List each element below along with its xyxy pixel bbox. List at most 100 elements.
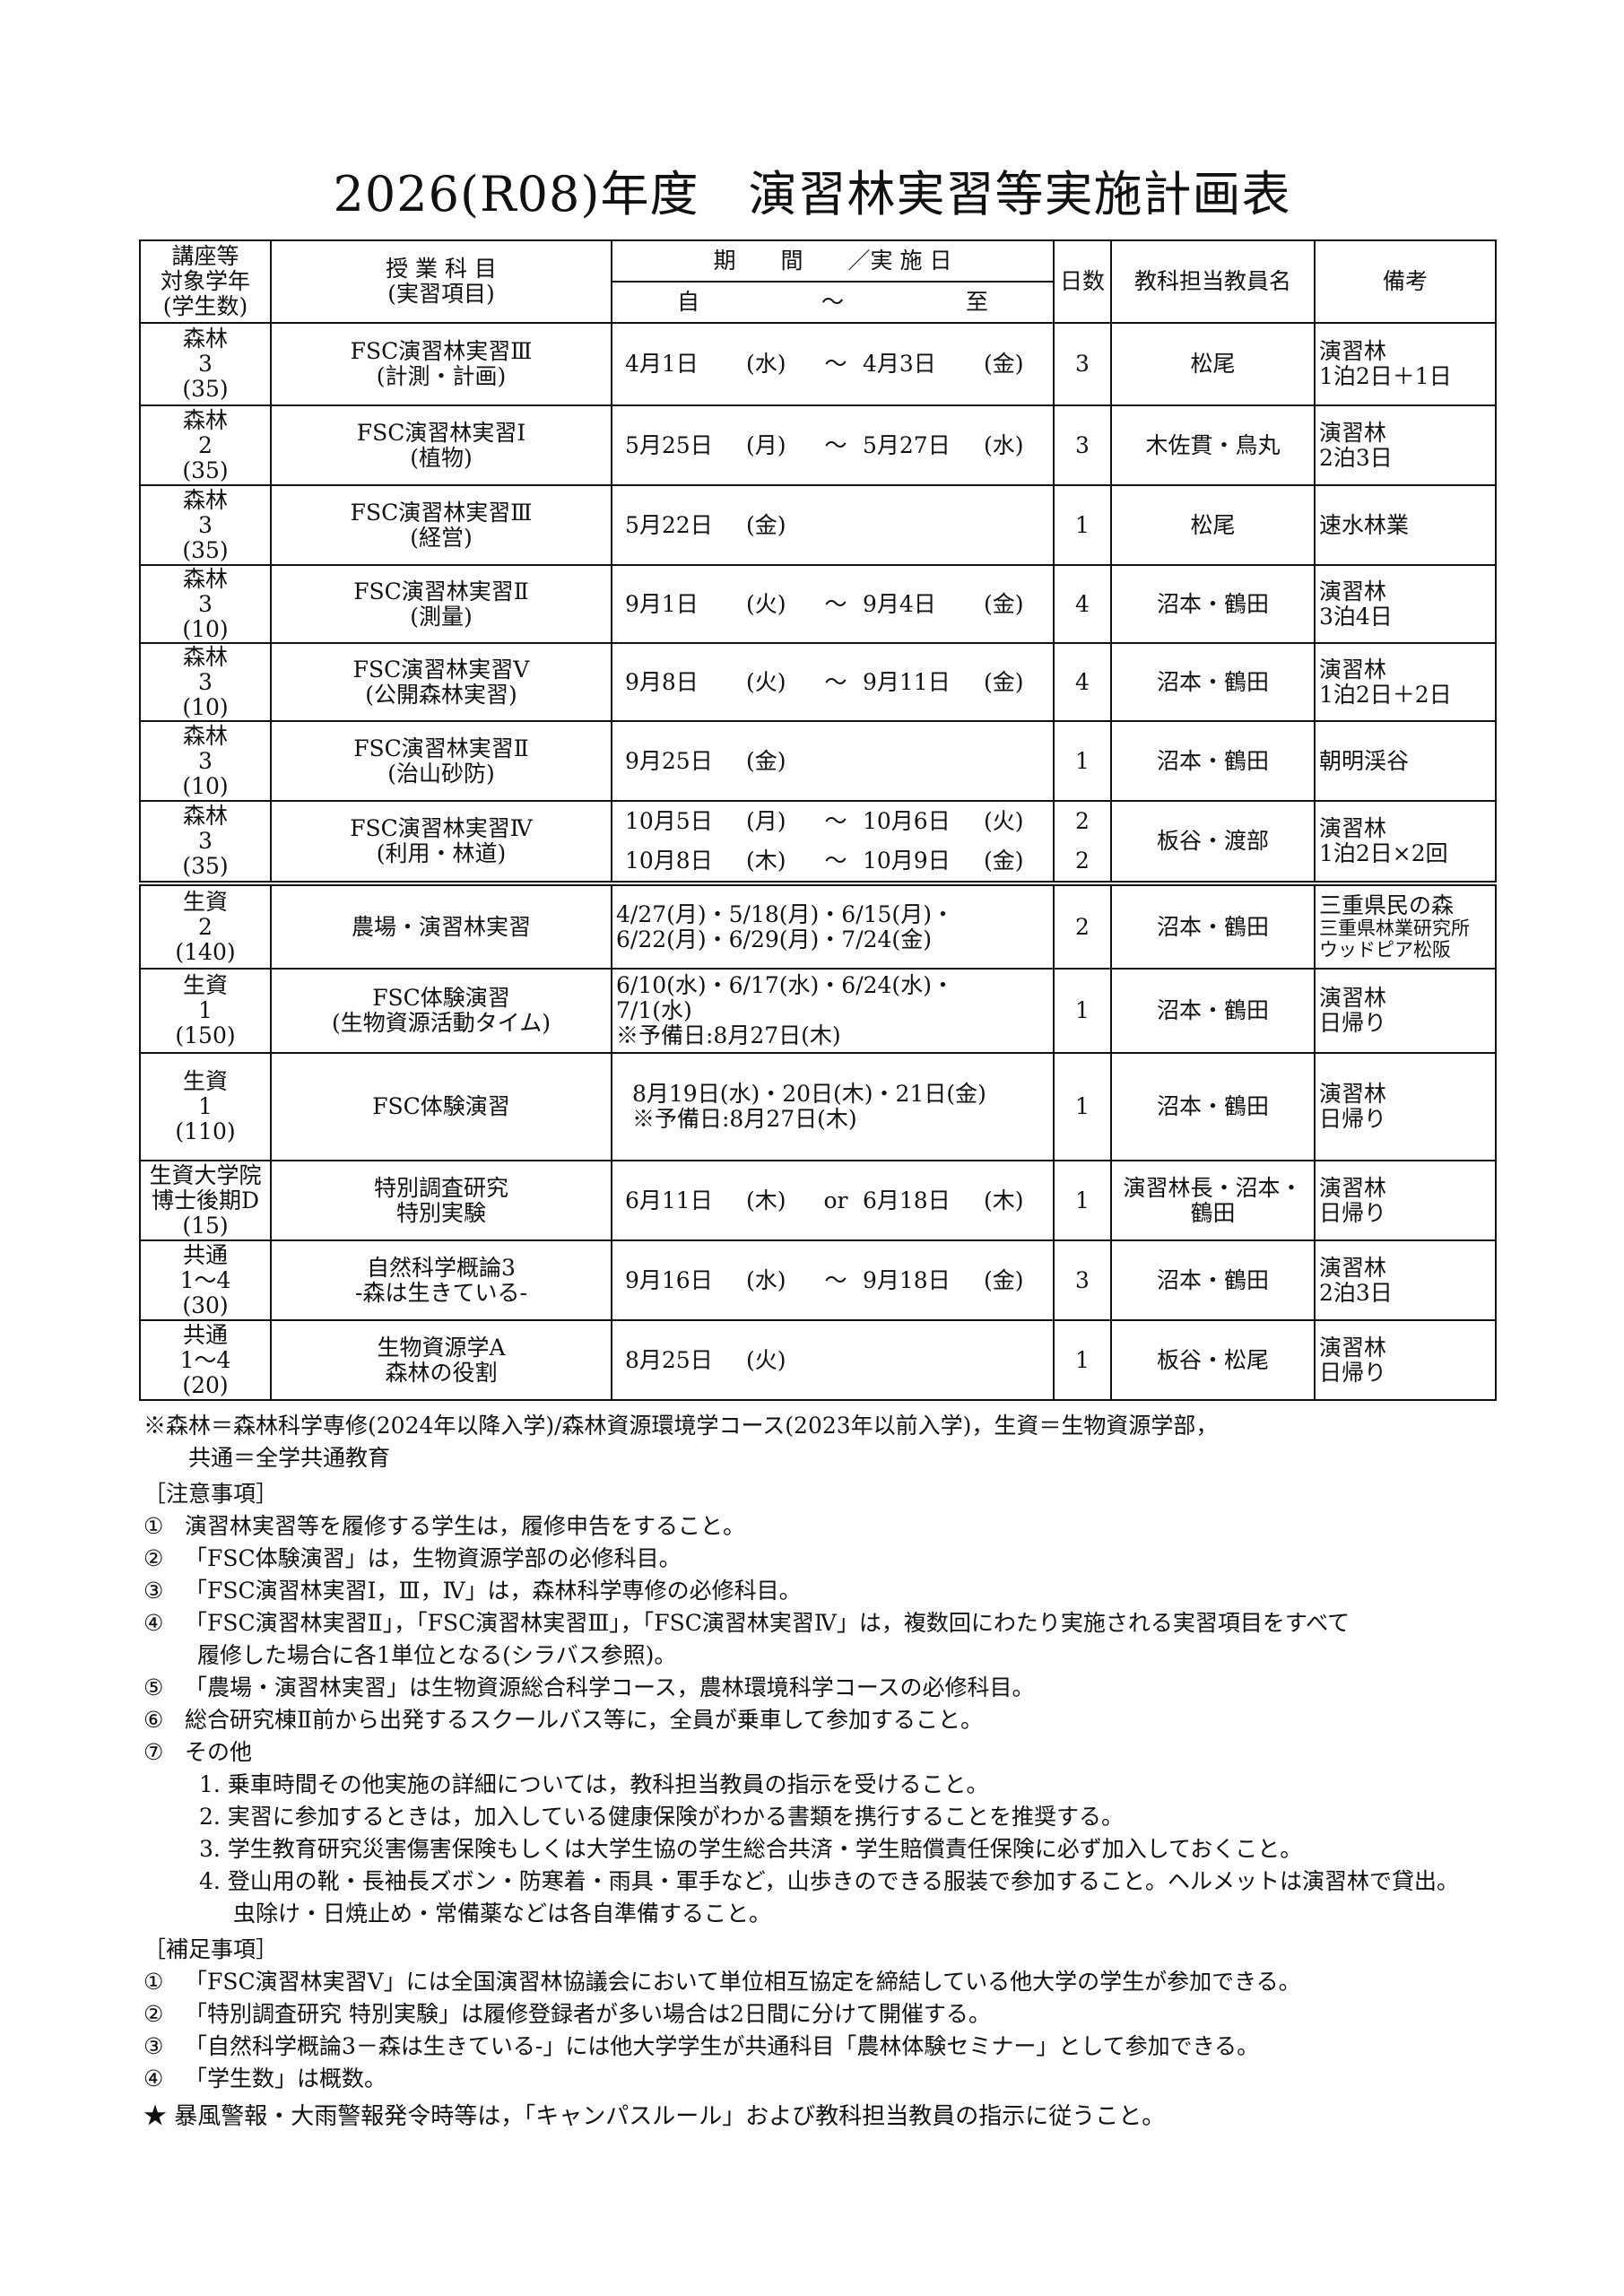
days-cell: 4 — [1053, 564, 1112, 644]
weekday: (火) — [984, 808, 1024, 834]
remarks-cell: 演習林 1泊2日＋1日 — [1314, 322, 1497, 406]
date-cell: 8月19日(水)・20日(木)・21日(金) ※予備日:8月27日(木) — [611, 1052, 1055, 1161]
days-value: 1 — [1075, 511, 1090, 538]
footnote-line: ※森林＝森林科学専修(2024年以降入学)/森林資源環境学コース(2023年以前… — [143, 1413, 1219, 1439]
grade-line: 1 — [198, 1093, 213, 1119]
grade-cell: 生資 1 (150) — [139, 968, 272, 1054]
remarks-line: 演習林 — [1319, 815, 1387, 841]
remarks-line: 日帰り — [1319, 1106, 1387, 1132]
date: 6月11日 — [625, 1187, 713, 1213]
date: 5月22日 — [625, 511, 713, 538]
subject-line: FSC演習林実習Ⅲ — [350, 338, 533, 364]
subject-line: 農場・演習林実習 — [351, 913, 531, 940]
remarks-line: 2泊3日 — [1319, 444, 1393, 471]
supplement-item: ② 「特別調査研究 特別実験」は履修登録者が多い場合は2日間に分けて開催する。 — [143, 1998, 1507, 2031]
teacher-name: 松尾 — [1190, 351, 1236, 377]
grade-line: (35) — [182, 376, 229, 402]
date: 9月18日 — [863, 1266, 951, 1293]
teacher-name: 松尾 — [1190, 511, 1236, 538]
remarks-line: 演習林 — [1319, 1334, 1387, 1361]
caution-subitem: 4. 登山用の靴・長袖長ズボン・防寒着・雨具・軍手など，山歩きのできる服装で参加… — [199, 1868, 1460, 1894]
date-cell: 9月16日 (水) ～ 9月18日 (金) — [611, 1239, 1055, 1321]
subject-line: FSC体験演習 — [372, 1093, 510, 1119]
subject-cell: FSC体験演習 — [270, 1052, 612, 1161]
header-from: 自 — [676, 289, 699, 315]
header-remarks: 備考 — [1314, 239, 1497, 324]
remarks-line: 演習林 — [1319, 1081, 1387, 1107]
teacher-cell: 板谷・渡部 — [1110, 800, 1316, 884]
grade-line: 3 — [198, 511, 213, 538]
remarks-cell: 演習林 1泊2日＋2日 — [1314, 642, 1497, 722]
subject-line: FSC演習林実習Ⅱ — [353, 578, 529, 604]
storm-warning: ★ 暴風警報・大雨警報発令時等は，「キャンパスルール」および教科担当教員の指示に… — [143, 2103, 1166, 2130]
teacher-cell: 沼本・鶴田 — [1110, 881, 1316, 970]
date-cell: 5月22日 (金) — [611, 484, 1055, 566]
remarks-line: 演習林 — [1319, 985, 1387, 1011]
days-cell: 4 — [1053, 642, 1112, 722]
days-cell: 3 — [1053, 322, 1112, 406]
days-cell: 3 — [1053, 404, 1112, 486]
header-subject: 授 業 科 目 (実習項目) — [270, 239, 612, 324]
teacher-cell: 松尾 — [1110, 484, 1316, 566]
supplement-heading: ［補足事項］ — [143, 1936, 279, 1962]
date-range: 8月25日 (火) — [616, 1347, 1049, 1373]
range-separator: ～ — [824, 668, 847, 695]
grade-line: 3 — [198, 351, 213, 377]
date-range: 9月16日 (水) ～ 9月18日 (金) — [616, 1266, 1049, 1293]
table-row: 森林 3 (10) FSC演習林実習Ⅱ (治山砂防) 9月25日 (金) 1 沼本・鶴田 朝明渓谷 — [139, 720, 1497, 802]
grade-line: (15) — [182, 1212, 229, 1239]
subject-cell: 農場・演習林実習 — [270, 881, 612, 970]
weekday: (金) — [984, 590, 1024, 617]
date-line: ※予備日:8月27日(木) — [632, 1106, 857, 1132]
remarks-line: 演習林 — [1319, 338, 1387, 364]
teacher-name: 沼本・鶴田 — [1156, 747, 1269, 774]
remarks-line: 三重県民の森 — [1319, 891, 1455, 918]
grade-line: 生資 — [182, 888, 228, 915]
remarks-line: 演習林 — [1319, 1254, 1387, 1281]
range-separator: ～ — [824, 808, 847, 834]
header-to: 至 — [965, 289, 988, 315]
grade-line: (10) — [182, 615, 229, 642]
item-text: 「FSC演習林実習Ⅱ」，「FSC演習林実習Ⅲ」，「FSC演習林実習Ⅳ」は，複数回… — [185, 1610, 1350, 1636]
date-line: 7/1(水) — [616, 997, 692, 1023]
subject-cell: FSC演習林実習Ⅳ (利用・林道) — [270, 800, 612, 884]
subject-cell: FSC演習林実習Ⅱ (測量) — [270, 564, 612, 644]
teacher-name: 沼本・鶴田 — [1156, 668, 1269, 695]
item-marker: ⑥ — [143, 1707, 164, 1733]
remarks-line: 朝明渓谷 — [1319, 747, 1410, 774]
grade-cell: 森林 3 (35) — [139, 484, 272, 566]
grade-line: 博士後期D — [151, 1187, 260, 1213]
grade-line: 生資 — [182, 1068, 228, 1094]
date-line: 6/22(月)・6/29(月)・7/24(金) — [616, 926, 932, 952]
item-marker: ⑤ — [143, 1674, 164, 1700]
grade-cell: 森林 3 (10) — [139, 720, 272, 802]
date: 4月3日 — [863, 351, 936, 377]
teacher-name: 沼本・鶴田 — [1156, 1093, 1269, 1119]
remarks-line: 1泊2日×2回 — [1319, 840, 1448, 866]
grade-cell: 生資 1 (110) — [139, 1052, 272, 1161]
teacher-cell: 板谷・松尾 — [1110, 1319, 1316, 1401]
page-title: 2026(R08)年度 演習林実習等実施計画表 — [333, 166, 1291, 222]
header-period: 期 間 ／実 施 日 — [611, 239, 1055, 283]
remarks-line: 速水林業 — [1319, 511, 1410, 538]
grade-line: 3 — [198, 828, 213, 854]
remarks-cell: 演習林 日帰り — [1314, 1052, 1497, 1161]
remarks-line: 日帰り — [1319, 1199, 1387, 1226]
teacher-cell: 木佐貫・鳥丸 — [1110, 404, 1316, 486]
teacher-name: 沼本・鶴田 — [1156, 997, 1269, 1023]
date-cell: 9月25日 (金) — [611, 720, 1055, 802]
weekday: (金) — [984, 848, 1024, 874]
date: 6月18日 — [863, 1187, 951, 1213]
item-text: 「FSC体験演習」は，生物資源学部の必修科目。 — [185, 1545, 682, 1571]
remarks-line: 演習林 — [1319, 419, 1387, 446]
grade-line: 共通 — [182, 1241, 228, 1268]
subject-line: FSC演習林実習Ⅴ — [352, 656, 530, 683]
weekday: (月) — [746, 431, 786, 458]
grade-line: (35) — [182, 853, 229, 879]
weekday: (金) — [746, 511, 786, 538]
item-marker: ② — [143, 1545, 164, 1571]
remarks-line: 演習林 — [1319, 1174, 1387, 1201]
remarks-line: 三重県林業研究所 — [1319, 917, 1470, 939]
grade-line: (20) — [182, 1371, 229, 1398]
days-cell: 1 — [1053, 1319, 1112, 1401]
